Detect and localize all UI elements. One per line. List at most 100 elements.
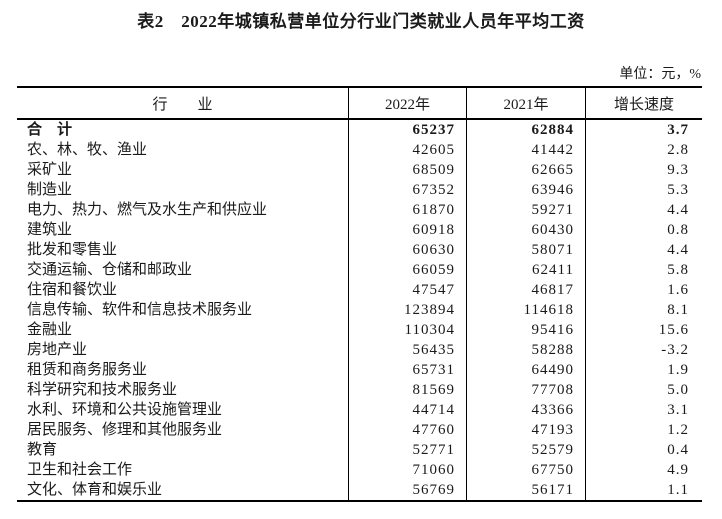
value-2021-cell: 114618 xyxy=(466,300,585,320)
industry-cell: 水利、环境和公共设施管理业 xyxy=(27,402,223,418)
value-2022-cell: 71060 xyxy=(348,460,466,480)
value-2022-cell: 60630 xyxy=(348,240,466,260)
value-2021-cell: 77708 xyxy=(466,380,585,400)
industry-cell: 电力、热力、燃气及水生产和供应业 xyxy=(27,202,268,218)
table-row: 水利、环境和公共设施管理业 44714 43366 3.1 xyxy=(17,400,702,420)
growth-cell: 1.1 xyxy=(585,480,702,500)
value-2021-cell: 52579 xyxy=(466,440,585,460)
value-2021-cell: 62411 xyxy=(466,260,585,280)
table-header-row: 行 业 2022年 2021年 增长速度 xyxy=(17,86,702,122)
value-2022-cell: 67352 xyxy=(348,180,466,200)
value-2022-cell: 47547 xyxy=(348,280,466,300)
industry-cell: 信息传输、软件和信息技术服务业 xyxy=(27,302,253,318)
value-2022-cell: 61870 xyxy=(348,200,466,220)
industry-cell: 金融业 xyxy=(27,322,73,338)
value-2022-cell: 81569 xyxy=(348,380,466,400)
growth-cell: 5.3 xyxy=(585,180,702,200)
growth-cell: 0.8 xyxy=(585,220,702,240)
growth-cell: 8.1 xyxy=(585,300,702,320)
value-2021-cell: 41442 xyxy=(466,140,585,160)
industry-cell: 批发和零售业 xyxy=(27,242,118,258)
value-2021-cell: 67750 xyxy=(466,460,585,480)
value-2022-cell: 65237 xyxy=(348,120,466,140)
value-2021-cell: 43366 xyxy=(466,400,585,420)
table-row: 信息传输、软件和信息技术服务业 123894 114618 8.1 xyxy=(17,300,702,320)
value-2022-cell: 47760 xyxy=(348,420,466,440)
industry-cell: 租赁和商务服务业 xyxy=(27,362,148,378)
value-2022-cell: 52771 xyxy=(348,440,466,460)
table-row: 批发和零售业 60630 58071 4.4 xyxy=(17,240,702,260)
table-row: 农、林、牧、渔业 42605 41442 2.8 xyxy=(17,140,702,160)
table-row: 教育 52771 52579 0.4 xyxy=(17,440,702,460)
industry-cell: 交通运输、仓储和邮政业 xyxy=(27,262,193,278)
table-row: 居民服务、修理和其他服务业 47760 47193 1.2 xyxy=(17,420,702,440)
growth-cell: 15.6 xyxy=(585,320,702,340)
value-2022-cell: 123894 xyxy=(348,300,466,320)
value-2022-cell: 42605 xyxy=(348,140,466,160)
value-2022-cell: 66059 xyxy=(348,260,466,280)
value-2021-cell: 95416 xyxy=(466,320,585,340)
value-2021-cell: 58071 xyxy=(466,240,585,260)
growth-cell: 3.1 xyxy=(585,400,702,420)
industry-cell: 住宿和餐饮业 xyxy=(27,282,118,298)
unit-label: 单位：元，% xyxy=(619,67,701,82)
industry-cell: 采矿业 xyxy=(27,162,73,178)
value-2022-cell: 56435 xyxy=(348,340,466,360)
growth-cell: 4.4 xyxy=(585,200,702,220)
table-row: 采矿业 68509 62665 9.3 xyxy=(17,160,702,180)
column-header-industry: 行 业 xyxy=(152,97,213,113)
value-2021-cell: 59271 xyxy=(466,200,585,220)
growth-cell: 5.8 xyxy=(585,260,702,280)
table-row: 房地产业 56435 58288 -3.2 xyxy=(17,340,702,360)
industry-cell: 建筑业 xyxy=(27,222,73,238)
table-row: 住宿和餐饮业 47547 46817 1.6 xyxy=(17,280,702,300)
growth-cell: 0.4 xyxy=(585,440,702,460)
value-2021-cell: 56171 xyxy=(466,480,585,500)
industry-cell: 卫生和社会工作 xyxy=(27,462,133,478)
value-2022-cell: 110304 xyxy=(348,320,466,340)
value-2022-cell: 56769 xyxy=(348,480,466,500)
growth-cell: 5.0 xyxy=(585,380,702,400)
column-header-growth: 增长速度 xyxy=(585,88,702,122)
value-2022-cell: 60918 xyxy=(348,220,466,240)
industry-cell: 合 计 xyxy=(27,122,73,138)
growth-cell: 1.2 xyxy=(585,420,702,440)
table-title: 表2 2022年城镇私营单位分行业门类就业人员年平均工资 xyxy=(137,12,585,31)
table-row: 租赁和商务服务业 65731 64490 1.9 xyxy=(17,360,702,380)
growth-cell: 3.7 xyxy=(585,120,702,140)
table-row: 电力、热力、燃气及水生产和供应业 61870 59271 4.4 xyxy=(17,200,702,220)
table-row: 科学研究和技术服务业 81569 77708 5.0 xyxy=(17,380,702,400)
table-row: 合 计 65237 62884 3.7 xyxy=(17,120,702,140)
growth-cell: 1.6 xyxy=(585,280,702,300)
value-2022-cell: 44714 xyxy=(348,400,466,420)
table-body: 合 计 65237 62884 3.7 农、林、牧、渔业 42605 41442… xyxy=(17,120,702,502)
value-2021-cell: 62884 xyxy=(466,120,585,140)
wage-table: 行 业 2022年 2021年 增长速度 合 计 65237 62884 3.7… xyxy=(17,86,702,502)
industry-cell: 文化、体育和娱乐业 xyxy=(27,482,163,498)
industry-cell: 科学研究和技术服务业 xyxy=(27,382,178,398)
industry-cell: 制造业 xyxy=(27,182,73,198)
table-row: 文化、体育和娱乐业 56769 56171 1.1 xyxy=(17,480,702,500)
value-2021-cell: 63946 xyxy=(466,180,585,200)
value-2021-cell: 62665 xyxy=(466,160,585,180)
industry-cell: 房地产业 xyxy=(27,342,88,358)
value-2021-cell: 58288 xyxy=(466,340,585,360)
growth-cell: 1.9 xyxy=(585,360,702,380)
growth-cell: 4.9 xyxy=(585,460,702,480)
column-header-2021: 2021年 xyxy=(466,88,585,122)
column-header-2022: 2022年 xyxy=(348,88,466,122)
table-row: 卫生和社会工作 71060 67750 4.9 xyxy=(17,460,702,480)
value-2021-cell: 46817 xyxy=(466,280,585,300)
growth-cell: 2.8 xyxy=(585,140,702,160)
growth-cell: 4.4 xyxy=(585,240,702,260)
industry-cell: 居民服务、修理和其他服务业 xyxy=(27,422,223,438)
industry-cell: 农、林、牧、渔业 xyxy=(27,142,148,158)
value-2021-cell: 64490 xyxy=(466,360,585,380)
value-2021-cell: 47193 xyxy=(466,420,585,440)
table-row: 制造业 67352 63946 5.3 xyxy=(17,180,702,200)
table-row: 交通运输、仓储和邮政业 66059 62411 5.8 xyxy=(17,260,702,280)
industry-cell: 教育 xyxy=(27,442,58,458)
table-row: 金融业 110304 95416 15.6 xyxy=(17,320,702,340)
value-2022-cell: 65731 xyxy=(348,360,466,380)
